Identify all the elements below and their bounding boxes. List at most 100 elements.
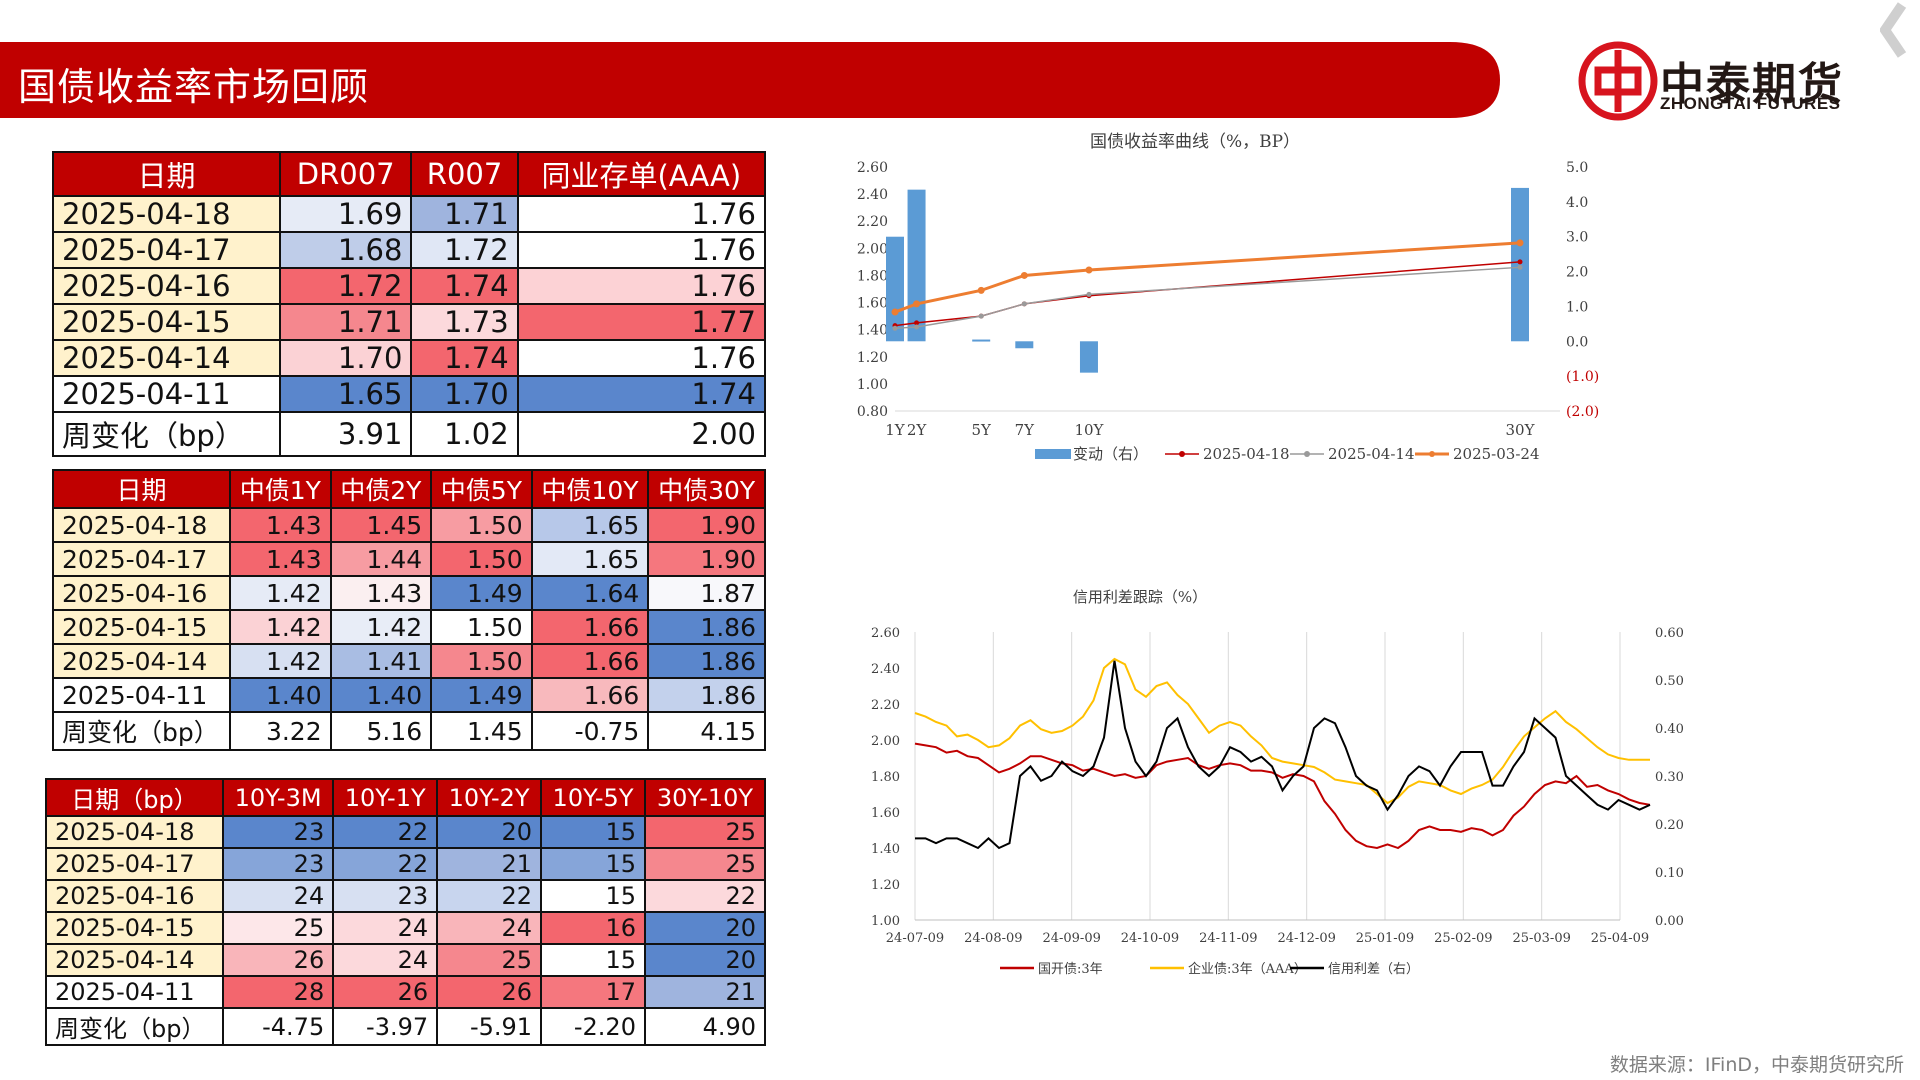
bar-change (1511, 187, 1529, 342)
y2-tick-label: 0.00 (1655, 914, 1684, 929)
table-row: 2025-04-16 24 23 22 15 22 (45, 879, 767, 913)
table-cell: 1.73 (410, 303, 519, 341)
y-tick-label: 1.00 (857, 377, 888, 393)
table-header-row: 日期 DR007 R007 同业存单(AAA) (52, 151, 767, 197)
y-tick-label: 2.20 (871, 698, 900, 713)
table-cell: 1.49 (430, 575, 533, 611)
row-date: 2025-04-17 (45, 847, 224, 881)
table-cell: 24 (436, 911, 543, 945)
page-title: 国债收益率市场回顾 (18, 65, 370, 109)
column-header: R007 (410, 151, 519, 197)
legend-label: 2025-04-14 (1328, 445, 1414, 463)
row-date: 2025-04-14 (52, 339, 281, 377)
table-cell: 1.77 (516, 303, 767, 341)
table-cell: 22 (436, 879, 543, 913)
weekly-change-cell: 1.45 (430, 711, 533, 751)
table-cell: 1.76 (516, 231, 767, 269)
table-cell: 26 (332, 975, 439, 1009)
table-cell: 20 (436, 815, 543, 849)
term-spread-table: 日期（bp） 10Y-3M 10Y-1Y 10Y-2Y 10Y-5Y 30Y-10Y 202… (45, 778, 767, 1046)
x-tick-label: 24-10-09 (1121, 931, 1179, 946)
x-tick-label: 5Y (971, 421, 992, 439)
table-cell: 1.66 (530, 609, 650, 645)
data-source-note: 数据来源：IFinD，中泰期货研究所 (1609, 1054, 1904, 1076)
column-header: 10Y-3M (221, 778, 335, 817)
table-row: 2025-04-18 1.69 1.71 1.76 (52, 195, 767, 233)
row-date: 2025-04-16 (51, 575, 232, 611)
y2-tick-label: 1.0 (1566, 299, 1588, 315)
y-tick-label: 2.00 (871, 734, 900, 749)
series-point (1085, 266, 1093, 274)
row-date: 2025-04-16 (45, 879, 224, 913)
y2-tick-label: 5.0 (1566, 160, 1588, 176)
table-cell: 21 (643, 975, 767, 1009)
y2-tick-label: 3.0 (1566, 230, 1588, 246)
table-row: 2025-04-17 23 22 21 15 25 (45, 847, 767, 881)
series-line-2025-03-24 (894, 241, 1521, 314)
y-tick-label: 1.60 (857, 296, 888, 312)
table-cell: 1.72 (410, 231, 519, 269)
weekly-change-cell: 5.16 (329, 711, 433, 751)
x-tick-label: 24-09-09 (1042, 931, 1100, 946)
weekly-change-label: 周变化（bp） (52, 411, 281, 457)
table-row: 2025-04-14 26 24 25 15 20 (45, 943, 767, 977)
table-row: 2025-04-18 1.43 1.45 1.50 1.65 1.90 (51, 507, 766, 543)
table-cell: 17 (540, 975, 646, 1009)
series-line-信用利差（右） (915, 660, 1651, 850)
table-cell: 26 (436, 975, 543, 1009)
series-point (1517, 264, 1523, 270)
y2-tick-label: 0.0 (1566, 334, 1588, 350)
table-cell: 1.69 (278, 195, 413, 233)
x-tick-label: 25-04-09 (1591, 931, 1649, 946)
y-tick-label: 1.40 (857, 323, 888, 339)
column-header: DR007 (278, 151, 413, 197)
table-cell: 15 (540, 943, 646, 977)
table-row: 2025-04-16 1.72 1.74 1.76 (52, 267, 767, 305)
y-tick-label: 1.20 (857, 350, 888, 366)
series-line-国开债:3年 (914, 742, 1651, 850)
weekly-change-cell: 4.15 (647, 711, 766, 751)
legend-marker (1304, 451, 1310, 457)
brand-name-cn: 中泰期货 (1660, 59, 1844, 110)
table-cell: 1.65 (278, 375, 413, 413)
table-cell: 1.70 (278, 339, 413, 377)
x-tick-label: 30Y (1506, 421, 1536, 439)
brand-name-en: ZHONGTAI FUTURES (1660, 94, 1841, 113)
legend-label: 信用利差（右） (1328, 962, 1419, 977)
series-point (914, 320, 920, 326)
row-date: 2025-04-18 (52, 195, 281, 233)
bar-change (886, 236, 904, 342)
legend-marker (1429, 451, 1435, 457)
column-header: 中债1Y (229, 469, 332, 509)
table-cell: 1.66 (530, 677, 650, 713)
column-header: 30Y-10Y (643, 778, 767, 817)
table-row: 2025-04-18 23 22 20 15 25 (45, 815, 767, 849)
series-point (1021, 301, 1027, 307)
column-header: 中债30Y (647, 469, 766, 509)
weekly-change-cell: -3.97 (332, 1007, 439, 1046)
x-tick-label: 10Y (1074, 421, 1104, 439)
series-line-2025-04-14 (894, 266, 1521, 330)
weekly-change-cell: -5.91 (436, 1007, 543, 1046)
table-cell: 23 (332, 879, 439, 913)
weekly-change-cell: -0.75 (530, 711, 650, 751)
chart-title: 信用利差跟踪（%） (1073, 588, 1207, 606)
row-date: 2025-04-15 (45, 911, 224, 945)
row-date: 2025-04-11 (45, 975, 224, 1009)
table-cell: 1.64 (530, 575, 650, 611)
x-tick-label: 24-11-09 (1199, 931, 1257, 946)
table-cell: 15 (540, 815, 646, 849)
table-cell: 1.76 (516, 339, 767, 377)
column-header: 中债10Y (530, 469, 650, 509)
table-cell: 26 (221, 943, 335, 977)
table-row: 2025-04-14 1.42 1.41 1.50 1.66 1.86 (51, 643, 766, 679)
y-tick-label: 0.80 (857, 404, 888, 420)
x-tick-label: 24-12-09 (1277, 931, 1335, 946)
x-tick-label: 7Y (1015, 421, 1036, 439)
table-cell: 1.86 (647, 677, 766, 713)
weekly-change-label: 周变化（bp） (51, 711, 232, 751)
column-header: 日期 (52, 151, 281, 197)
table-cell: 25 (436, 943, 543, 977)
table-cell: 1.41 (329, 643, 433, 679)
table-cell: 25 (643, 815, 767, 849)
